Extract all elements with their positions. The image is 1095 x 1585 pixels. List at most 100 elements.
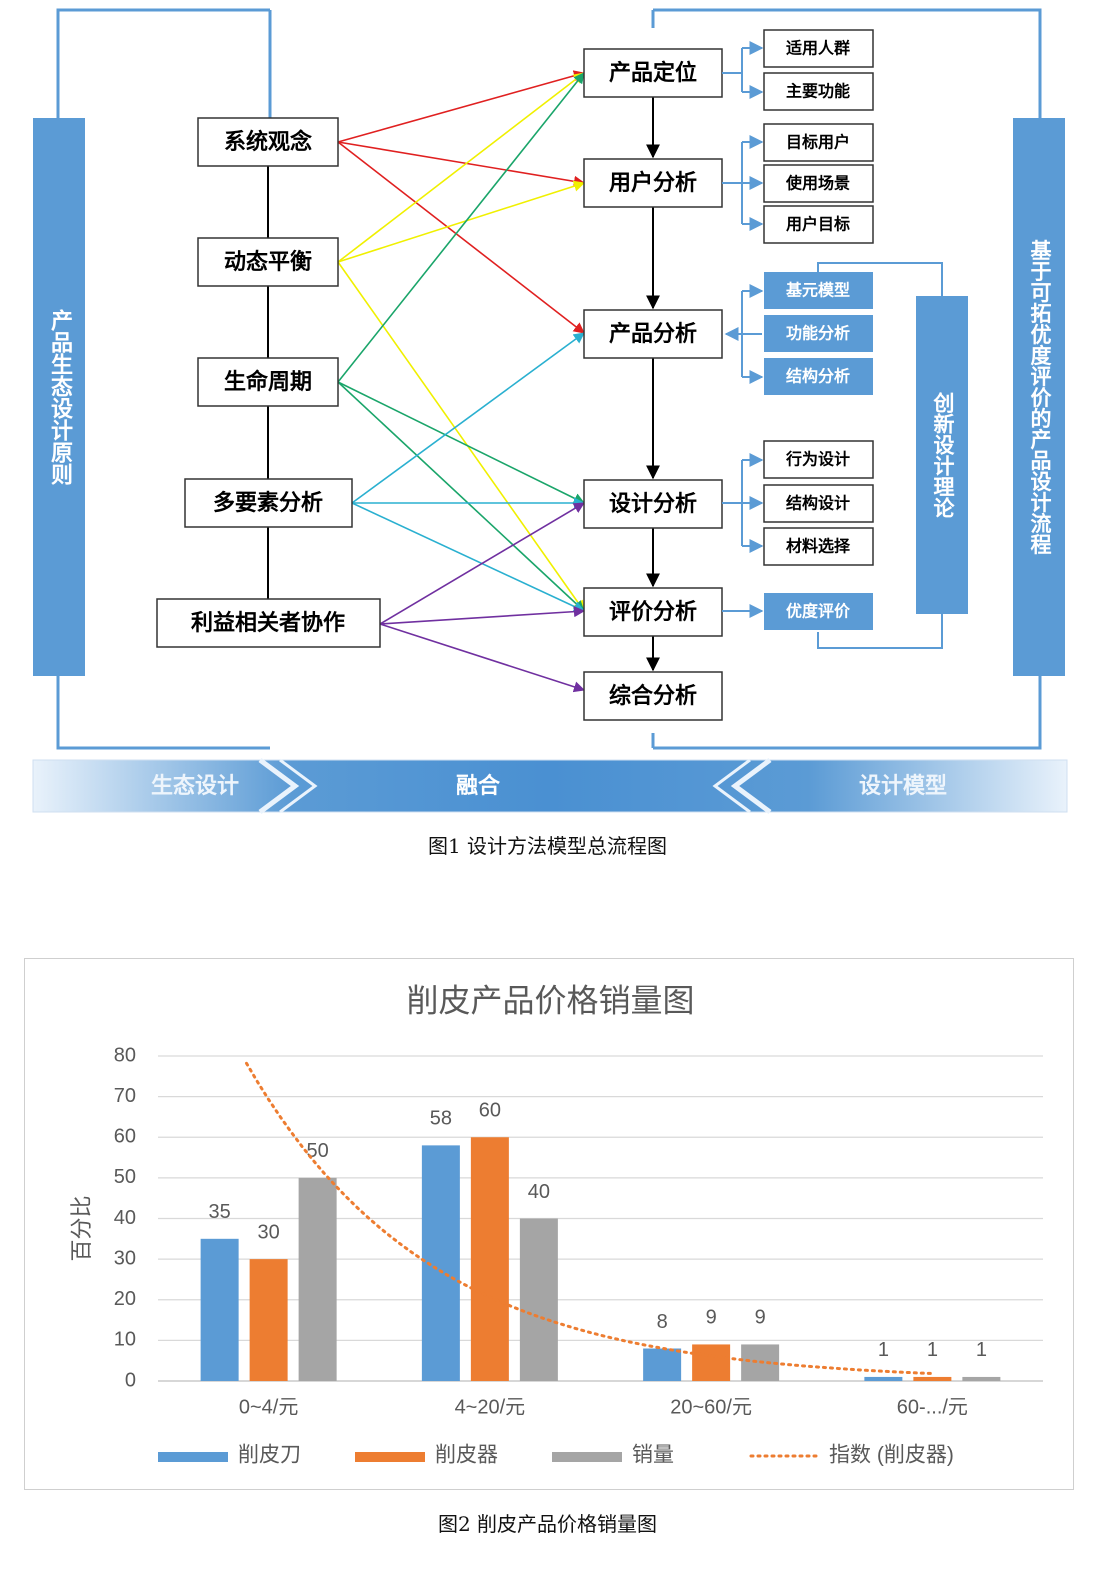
- x-tick-label: 60-.../元: [897, 1396, 968, 1418]
- step-label: 设计分析: [609, 492, 697, 517]
- bar-削皮刀: [864, 1376, 903, 1381]
- detail-label: 行为设计: [785, 450, 850, 469]
- detail-label: 使用场景: [785, 174, 850, 193]
- bottom-band: 生态设计 融合 设计模型: [32, 757, 1068, 815]
- detail-label: 基元模型: [785, 281, 850, 300]
- data-label: 40: [528, 1181, 550, 1203]
- principle-label: 利益相关者协作: [191, 610, 345, 636]
- chart-frame: 削皮产品价格销量图 百分比 0 10 20 30 40 50 60 70 80 35 30 50 0~4/元…: [24, 958, 1074, 1490]
- step-label: 产品定位: [609, 60, 697, 86]
- data-label: 8: [657, 1311, 668, 1333]
- principle-box: 生命周期: [197, 357, 339, 407]
- data-label: 1: [927, 1339, 938, 1361]
- step-label: 用户分析: [609, 170, 697, 196]
- legend-swatch: [355, 1452, 425, 1462]
- legend-swatch: [552, 1452, 622, 1462]
- detail-box: 适用人群: [763, 29, 874, 68]
- figure1-caption: 图1 设计方法模型总流程图: [427, 834, 668, 858]
- detail-label: 结构分析: [785, 367, 850, 386]
- data-label: 9: [755, 1307, 766, 1329]
- bar-削皮器: [913, 1376, 952, 1381]
- principle-label: 系统观念: [224, 129, 312, 155]
- detail-box-blue: 功能分析: [764, 315, 873, 352]
- detail-box-blue: 结构分析: [764, 358, 873, 395]
- bar-削皮器: [692, 1344, 731, 1381]
- detail-box: 结构设计: [763, 484, 874, 523]
- y-tick-label: 0: [125, 1369, 136, 1391]
- step-label: 产品分析: [609, 322, 697, 347]
- innovation-bar: [916, 296, 968, 614]
- principle-box: 多要素分析: [184, 478, 353, 528]
- x-tick-label: 20~60/元: [670, 1396, 752, 1418]
- detail-label: 功能分析: [786, 324, 850, 343]
- y-tick-label: 50: [114, 1166, 136, 1188]
- left-vertical-bar: [33, 118, 85, 676]
- detail-label: 目标用户: [786, 133, 850, 152]
- bar-削皮刀: [200, 1238, 239, 1381]
- chart-title: 削皮产品价格销量图: [406, 982, 694, 1018]
- data-label: 30: [258, 1221, 280, 1243]
- detail-box: 行为设计: [763, 440, 874, 479]
- detail-box: 目标用户: [763, 123, 874, 162]
- y-tick-label: 40: [114, 1207, 136, 1229]
- legend-label: 指数 (削皮器): [829, 1444, 954, 1467]
- bar-削皮器: [470, 1137, 509, 1381]
- data-label: 9: [706, 1307, 717, 1329]
- step-box: 综合分析: [583, 671, 723, 721]
- step-box: 评价分析: [583, 587, 723, 637]
- bar-削皮器: [249, 1259, 288, 1381]
- data-label: 58: [430, 1108, 452, 1130]
- detail-box: 使用场景: [763, 164, 874, 203]
- principle-box: 利益相关者协作: [156, 598, 381, 648]
- y-tick-label: 20: [114, 1288, 136, 1310]
- step-label: 评价分析: [609, 600, 697, 625]
- band-center-label: 融合: [456, 773, 501, 799]
- detail-box: 主要功能: [763, 72, 874, 111]
- principle-box: 系统观念: [197, 117, 339, 167]
- detail-box: 用户目标: [763, 205, 874, 244]
- right-vertical-label: 基于可拓优度评价的产品设计流程: [1028, 240, 1052, 555]
- band-right-label: 设计模型: [859, 774, 947, 799]
- legend-swatch: [158, 1452, 228, 1462]
- principle-label: 生命周期: [224, 369, 312, 395]
- step-box: 用户分析: [583, 158, 723, 208]
- detail-box: 材料选择: [763, 527, 874, 566]
- y-tick-label: 70: [114, 1085, 136, 1107]
- detail-label: 主要功能: [786, 82, 850, 101]
- innovation-label: 创新设计理论: [931, 391, 956, 518]
- principle-label: 多要素分析: [213, 490, 323, 516]
- legend-label: 削皮器: [435, 1444, 498, 1467]
- step-box: 产品分析: [583, 309, 723, 359]
- y-tick-label: 60: [114, 1126, 136, 1148]
- figure2-caption: 图2 削皮产品价格销量图: [437, 1512, 658, 1536]
- y-tick-label: 80: [114, 1044, 136, 1066]
- step-box: 设计分析: [583, 479, 723, 529]
- x-tick-label: 0~4/元: [239, 1396, 298, 1418]
- trendline: [245, 1061, 934, 1375]
- design-method-flowchart: 产品生态设计原则 基于可拓优度评价的产品设计流程 创新设计理论 系统观念 动态平…: [32, 8, 1068, 815]
- band-left-label: 生态设计: [151, 773, 239, 799]
- data-label: 1: [878, 1339, 889, 1361]
- right-vertical-bar: [1013, 118, 1065, 676]
- detail-label: 适用人群: [786, 39, 850, 58]
- y-tick-label: 30: [114, 1247, 136, 1269]
- y-axis-label: 百分比: [69, 1195, 94, 1261]
- detail-label: 结构设计: [785, 494, 850, 513]
- x-tick-label: 4~20/元: [455, 1396, 526, 1418]
- principle-connectors: [337, 70, 586, 693]
- detail-label: 材料选择: [786, 537, 851, 556]
- left-vertical-label: 产品生态设计原则: [47, 309, 73, 486]
- step-label: 综合分析: [609, 683, 697, 709]
- principle-label: 动态平衡: [224, 249, 312, 275]
- legend-label: 销量: [632, 1444, 674, 1467]
- data-label: 1: [976, 1339, 987, 1361]
- bar-销量: [519, 1218, 558, 1381]
- detail-box-blue: 基元模型: [764, 272, 873, 309]
- legend-label: 削皮刀: [238, 1444, 301, 1467]
- step-box: 产品定位: [583, 48, 723, 98]
- detail-box-blue: 优度评价: [764, 593, 873, 630]
- y-tick-label: 10: [114, 1329, 136, 1351]
- bar-销量: [298, 1177, 337, 1381]
- bar-销量: [962, 1376, 1001, 1381]
